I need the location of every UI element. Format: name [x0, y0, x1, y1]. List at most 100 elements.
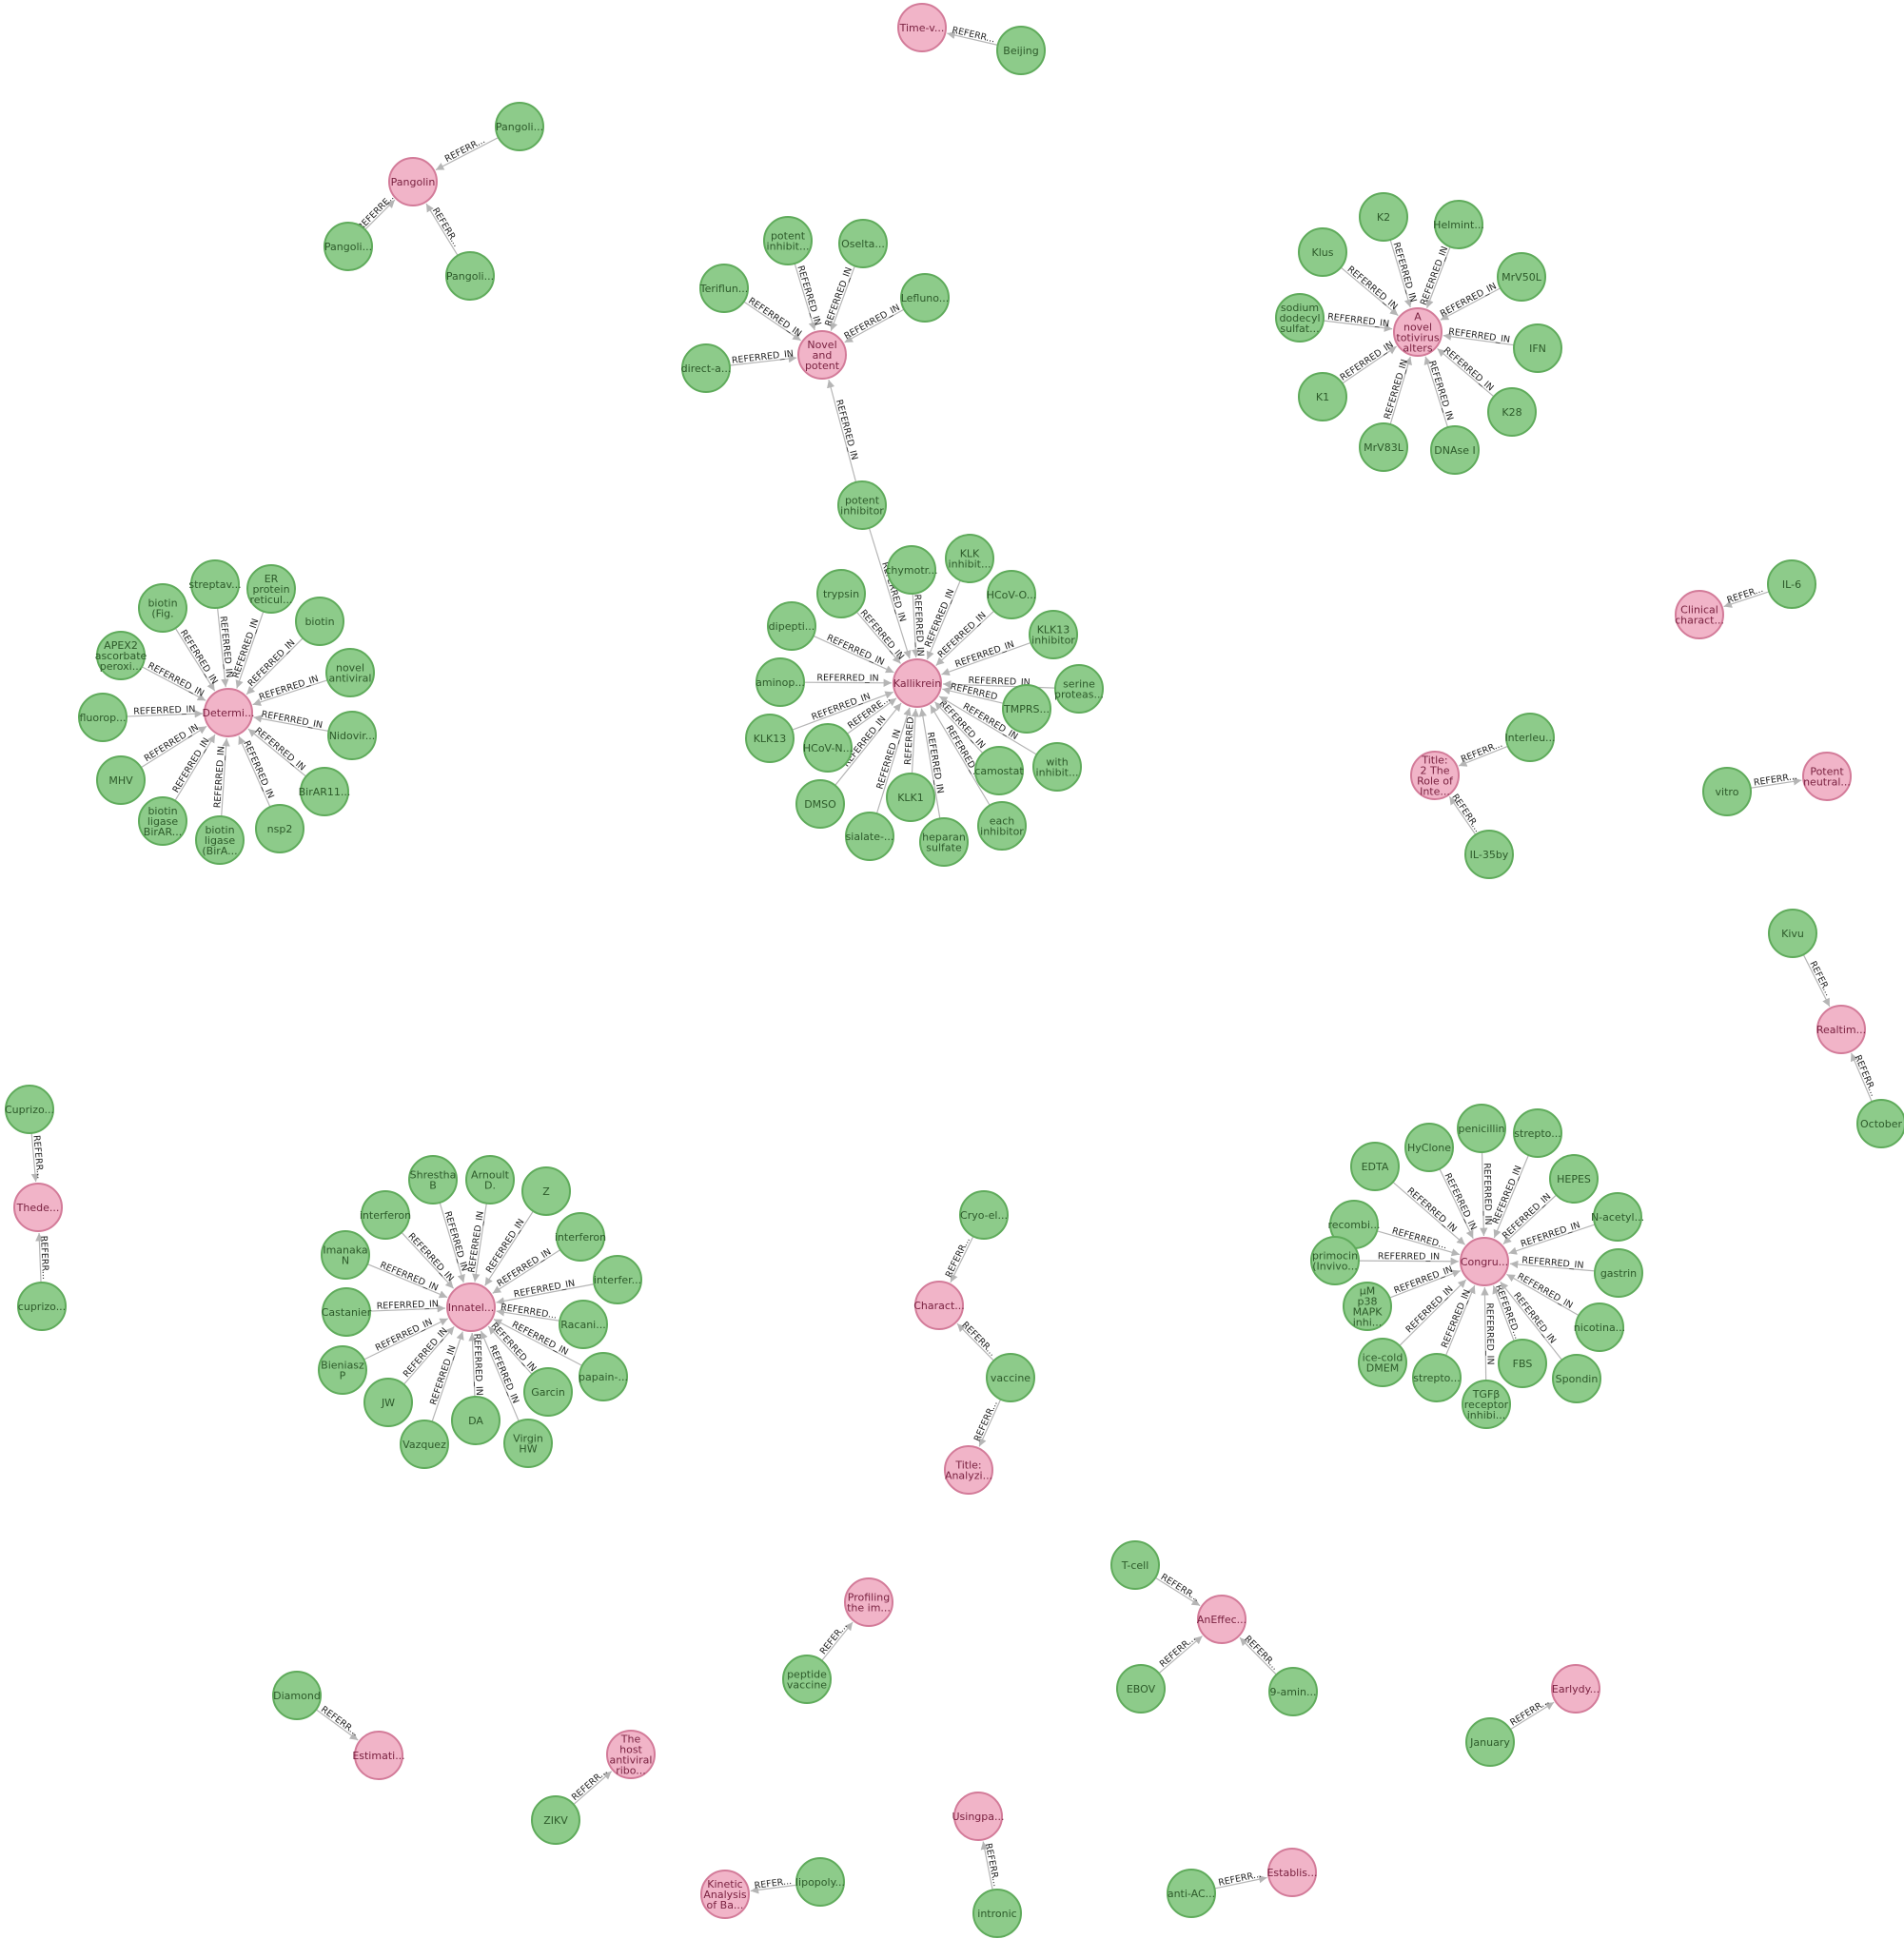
entity-node[interactable]: anti-AC...	[1167, 1869, 1216, 1918]
edge-referred-in[interactable]: REFERRED_IN	[729, 348, 797, 366]
entity-node[interactable]: EDTA	[1350, 1142, 1400, 1191]
entity-node[interactable]: biotin ligase (BirA...	[195, 815, 245, 865]
entity-node[interactable]: Oselta...	[838, 219, 888, 268]
entity-node[interactable]: IFN	[1513, 323, 1562, 373]
entity-node[interactable]: dipepti...	[767, 601, 816, 651]
entity-node[interactable]: ZIKV	[531, 1795, 580, 1845]
paper-node[interactable]: AnEffec...	[1197, 1595, 1246, 1644]
paper-node[interactable]: Earlydy...	[1551, 1664, 1600, 1714]
edge-referred-in[interactable]: REFERRED_IN	[1509, 1255, 1596, 1272]
entity-node[interactable]: HEPES	[1549, 1154, 1599, 1204]
entity-node[interactable]: Pangoli...	[445, 251, 495, 301]
entity-node[interactable]: 9-amin...	[1268, 1667, 1318, 1716]
entity-node[interactable]: Garcin	[523, 1367, 573, 1417]
entity-node[interactable]: Klus	[1298, 227, 1347, 277]
paper-node[interactable]: Title: 2 The Role of Inte...	[1410, 751, 1460, 800]
entity-node[interactable]: Arnoult D.	[465, 1155, 515, 1205]
entity-node[interactable]: APEX2 ascorbate peroxi...	[95, 631, 147, 680]
paper-node[interactable]: Innatel...	[446, 1283, 496, 1332]
entity-node[interactable]: TMPRS...	[1002, 684, 1051, 734]
edge-referred-in[interactable]: REFERRED_IN	[1323, 312, 1393, 332]
edge-referred-in[interactable]: REFERR...	[1158, 1634, 1203, 1675]
entity-node[interactable]: lipopoly...	[795, 1857, 845, 1907]
edge-referred-in[interactable]: REFERRED_IN	[466, 1203, 487, 1283]
entity-node[interactable]: MrV50L	[1497, 252, 1546, 302]
edge-referred-in[interactable]: REFERR...	[980, 1841, 1002, 1890]
paper-node[interactable]: Title: Analyzi...	[944, 1445, 993, 1495]
entity-node[interactable]: Helmint...	[1433, 200, 1484, 249]
edge-referred-in[interactable]: REFER...	[818, 1621, 854, 1661]
entity-node[interactable]: FBS	[1498, 1339, 1547, 1388]
entity-node[interactable]: each inhibitor	[977, 801, 1027, 851]
entity-node[interactable]: biotin ligase BirAR...	[138, 796, 187, 846]
edge-referred-in[interactable]: REFERR...	[435, 135, 500, 171]
entity-node[interactable]: μM p38 MAPK inhi...	[1343, 1282, 1392, 1331]
entity-node[interactable]: nicotina...	[1574, 1302, 1625, 1352]
entity-node[interactable]: KLK1	[886, 773, 935, 822]
paper-node[interactable]: Time-v...	[897, 3, 947, 52]
entity-node[interactable]: K2	[1359, 192, 1408, 242]
paper-node[interactable]: Estimati...	[352, 1731, 405, 1780]
entity-node[interactable]: IL-35by	[1464, 830, 1514, 879]
entity-node[interactable]: TGFβ receptor inhibi...	[1462, 1380, 1511, 1429]
edge-referred-in[interactable]: REFERR...	[1214, 1870, 1267, 1890]
entity-node[interactable]: DNAse I	[1430, 425, 1480, 475]
entity-node[interactable]: KLK inhibit...	[945, 534, 994, 583]
entity-node[interactable]: Imanaka N	[321, 1230, 370, 1280]
entity-node[interactable]: papain-...	[579, 1352, 628, 1401]
entity-node[interactable]: strepto...	[1412, 1353, 1462, 1402]
edge-referred-in[interactable]: REFERRED_IN	[1439, 281, 1502, 321]
entity-node[interactable]: BirAR11...	[299, 767, 351, 816]
entity-node[interactable]: Pangoli...	[495, 102, 544, 151]
edge-referred-in[interactable]: REFERR...	[570, 1767, 613, 1806]
entity-node[interactable]: interferon	[360, 1190, 411, 1240]
edge-referred-in[interactable]: REFERRED_IN	[126, 704, 204, 718]
edge-referred-in[interactable]: REFERRED_IN	[253, 709, 329, 733]
entity-node[interactable]: vitro	[1702, 767, 1752, 816]
entity-node[interactable]: HCoV-N...	[803, 723, 853, 773]
entity-node[interactable]: chymotr...	[885, 545, 938, 595]
entity-node[interactable]: K28	[1487, 387, 1537, 437]
entity-node[interactable]: IL-6	[1767, 559, 1816, 609]
entity-node[interactable]: Pangoli...	[324, 222, 373, 271]
edge-referred-in[interactable]: REFERR...	[1850, 1052, 1879, 1103]
entity-node[interactable]: HCoV-O...	[987, 570, 1037, 619]
edge-referred-in[interactable]: REFERR...	[956, 1320, 998, 1361]
entity-node[interactable]: ER protein reticul...	[246, 564, 296, 614]
entity-node[interactable]: Kivu	[1768, 909, 1817, 958]
entity-node[interactable]: Vazquez	[400, 1420, 449, 1469]
entity-node[interactable]: potent inhibitor	[837, 480, 887, 530]
edge-referred-in[interactable]: REFER...	[750, 1876, 797, 1894]
entity-node[interactable]: sialate-...	[845, 812, 894, 861]
edge-referred-in[interactable]: REFERRED_IN	[1423, 356, 1455, 428]
entity-node[interactable]: Virgin HW	[503, 1419, 553, 1468]
entity-node[interactable]: camostat	[974, 746, 1024, 795]
entity-node[interactable]: January	[1465, 1717, 1515, 1767]
edge-referred-in[interactable]: REFERRED...	[496, 1302, 560, 1322]
entity-node[interactable]: DMSO	[795, 779, 845, 829]
entity-node[interactable]: interfer...	[593, 1255, 642, 1304]
entity-node[interactable]: MHV	[96, 755, 146, 805]
entity-node[interactable]: Lefluno...	[900, 273, 950, 323]
edge-referred-in[interactable]: REFERR...	[1458, 739, 1509, 767]
entity-node[interactable]: KLK13 inhibitor	[1029, 610, 1078, 659]
paper-node[interactable]: Establis...	[1266, 1848, 1318, 1897]
entity-node[interactable]: streptav...	[188, 559, 242, 609]
edge-referred-in[interactable]: REFERRED_IN	[141, 660, 206, 701]
entity-node[interactable]: intronic	[972, 1889, 1022, 1938]
paper-node[interactable]: Pangolin	[388, 157, 438, 206]
entity-node[interactable]: nsp2	[255, 804, 304, 853]
edge-referred-in[interactable]: REFERR...	[1750, 772, 1802, 789]
edge-referred-in[interactable]: REFERRED_IN	[803, 673, 893, 687]
entity-node[interactable]: ice-cold DMEM	[1358, 1338, 1407, 1387]
entity-node[interactable]: trypsin	[816, 569, 866, 618]
entity-node[interactable]: Spondin	[1552, 1354, 1601, 1403]
entity-node[interactable]: HyClone	[1404, 1123, 1454, 1172]
entity-node[interactable]: Diamond	[272, 1671, 322, 1720]
entity-node[interactable]: potent inhibit...	[763, 216, 813, 265]
entity-node[interactable]: direct-a...	[681, 343, 732, 393]
entity-node[interactable]: aminop...	[756, 657, 805, 707]
entity-node[interactable]: DA	[451, 1396, 501, 1445]
